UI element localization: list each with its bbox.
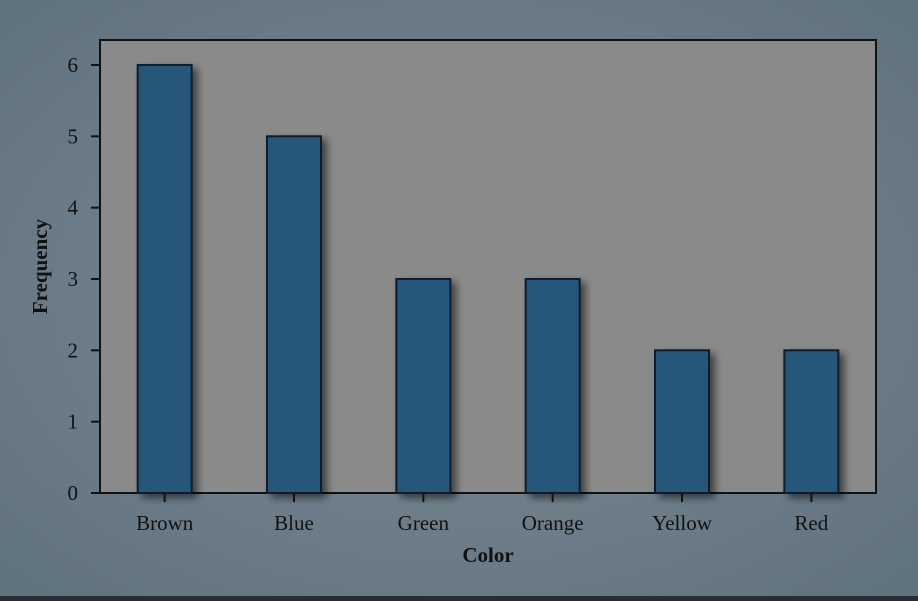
y-tick-label: 3 <box>68 267 79 291</box>
x-axis-title: Color <box>462 543 513 567</box>
x-tick-label: Yellow <box>652 511 713 535</box>
axes-layer: 0 1 2 3 4 5 6 Brown Blue Green Orange Yellow Red <box>68 53 829 535</box>
x-tick-label: Green <box>398 511 450 535</box>
bar-blue <box>266 135 322 494</box>
bar-brown <box>136 63 193 494</box>
x-tick-label: Brown <box>136 511 194 535</box>
x-tick-label: Orange <box>522 511 584 535</box>
bar-yellow <box>654 349 710 495</box>
bar-green <box>395 277 452 494</box>
y-tick-label: 5 <box>68 124 79 148</box>
bar-orange <box>524 277 581 494</box>
x-tick-label: Red <box>794 511 828 535</box>
plot-area <box>99 39 877 494</box>
y-tick-label: 0 <box>68 481 79 505</box>
bars-layer <box>136 63 840 495</box>
y-tick-label: 4 <box>68 196 79 220</box>
bar-red <box>783 349 840 495</box>
y-tick-label: 1 <box>68 410 79 434</box>
y-axis-title: Frequency <box>28 218 52 314</box>
y-tick-label: 6 <box>68 53 79 77</box>
x-tick-label: Blue <box>274 511 314 535</box>
y-tick-label: 2 <box>68 338 79 362</box>
